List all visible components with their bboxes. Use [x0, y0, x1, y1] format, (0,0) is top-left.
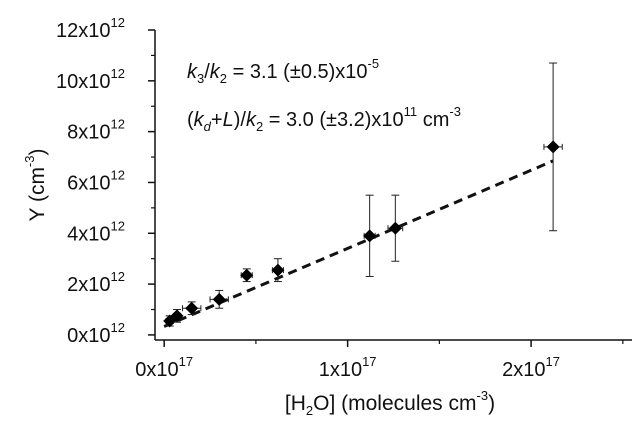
data-point-diamond — [212, 292, 226, 306]
annotation-kd-l-k2: (kd+L)/k2 = 3.0 (±3.2)x1011 cm-3 — [187, 104, 461, 134]
y-tick-label: 12x1012 — [56, 15, 125, 42]
data-point-diamond — [363, 229, 377, 243]
y-tick-label: 10x1012 — [56, 66, 125, 93]
fit-line — [163, 159, 554, 328]
y-tick-label: 0x1012 — [67, 320, 125, 347]
plot-frame — [154, 30, 632, 341]
axis-ticks: 0x1012 2x1012 4x1012 6x1012 8x1012 10x1012 12x… — [56, 15, 624, 381]
data-point-group — [363, 194, 377, 277]
x-tick-label: 0x1017 — [135, 354, 193, 381]
y-axis-title: Y (cm-3) — [22, 148, 49, 221]
y-tick-label: 2x1012 — [67, 269, 125, 296]
data-point-group — [209, 289, 229, 309]
data-point-diamond — [271, 263, 285, 277]
data-point-group — [543, 62, 563, 232]
data-point-diamond — [546, 140, 560, 154]
y-tick-label: 8x1012 — [67, 117, 125, 144]
data-point-group — [240, 268, 254, 283]
y-tick-label: 6x1012 — [67, 167, 125, 194]
fit-line-group — [163, 159, 554, 328]
x-tick-label: 2x1017 — [502, 354, 560, 381]
data-point-diamond — [185, 301, 199, 315]
data-points — [163, 62, 563, 328]
data-point-group — [387, 194, 404, 262]
y-tick-label: 4x1012 — [67, 218, 125, 245]
data-point-group — [182, 301, 202, 316]
x-tick-label: 1x1017 — [319, 354, 377, 381]
annotation-k3-k2: k3/k2 = 3.1 (±0.5)x10-5 — [187, 56, 379, 86]
data-point-diamond — [388, 221, 402, 235]
data-point-group — [170, 309, 184, 323]
data-point-diamond — [240, 268, 254, 282]
data-point-diamond — [170, 309, 184, 323]
data-point-group — [271, 258, 285, 283]
x-axis-title: [H2O] (molecules cm-3) — [285, 388, 495, 418]
